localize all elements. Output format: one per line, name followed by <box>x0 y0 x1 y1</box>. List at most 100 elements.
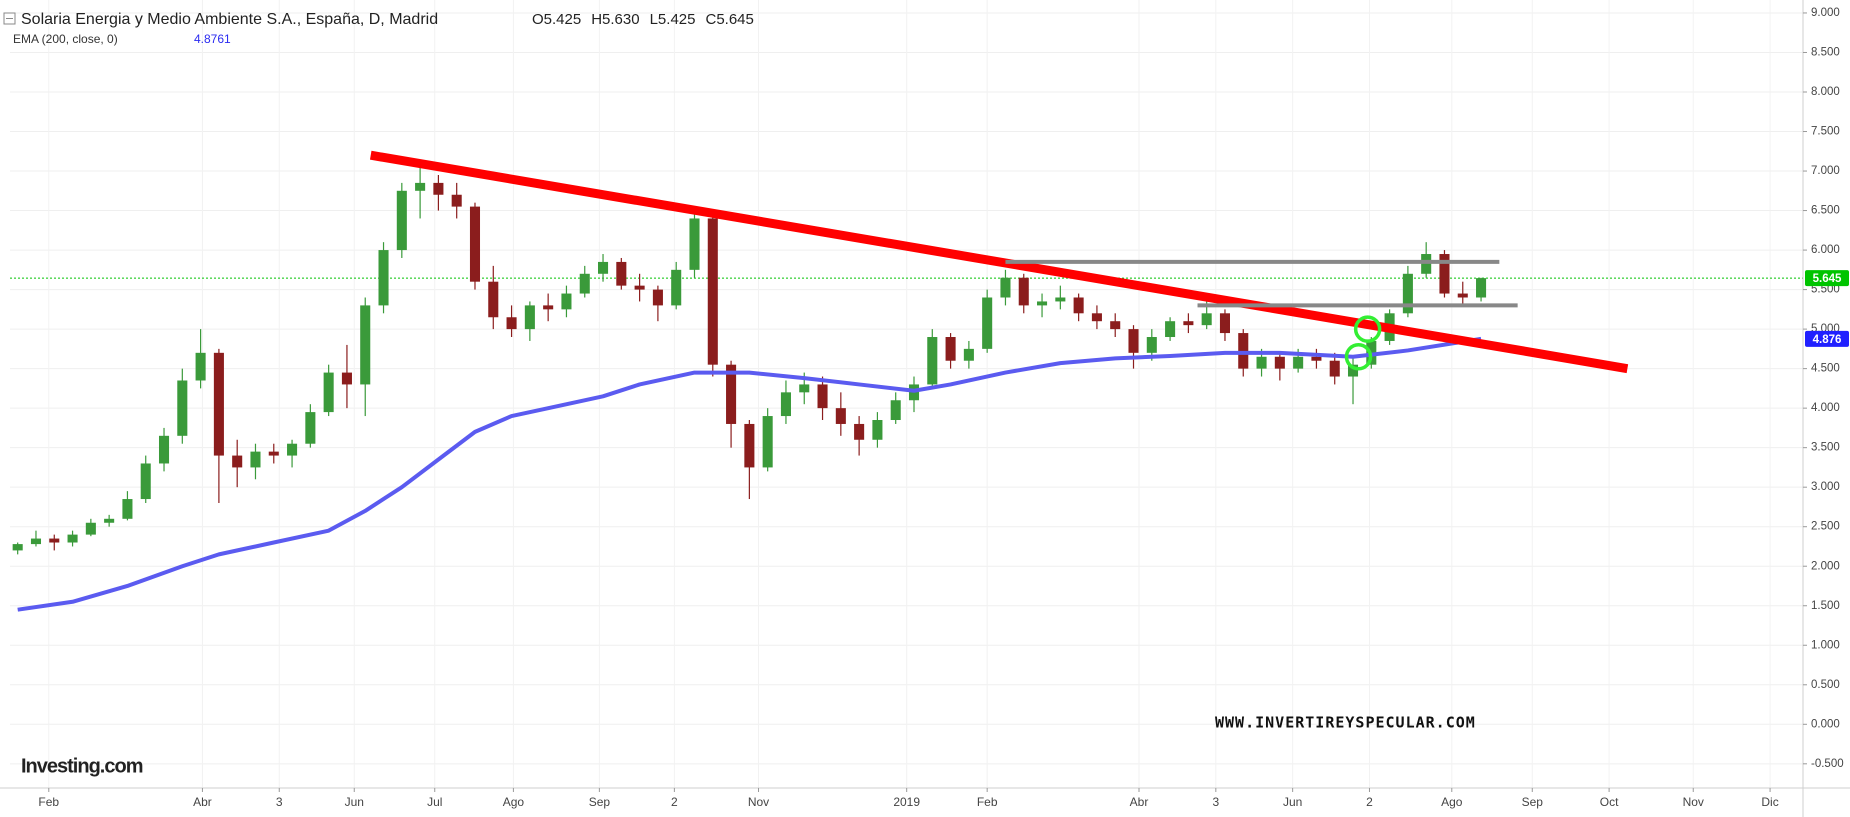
candle-body <box>634 285 645 290</box>
candle-body <box>195 352 206 381</box>
candle-body <box>30 538 42 545</box>
x-tick-label: 2019 <box>893 795 920 809</box>
ema-legend-value: 4.8761 <box>194 32 231 46</box>
x-tick-label: Abr <box>1130 795 1149 809</box>
ema-line <box>17 336 1482 612</box>
x-tick-label: Oct <box>1600 795 1619 809</box>
candle-body <box>268 451 279 456</box>
y-tick-label: 1.000 <box>1811 639 1840 651</box>
candle-body <box>963 348 974 361</box>
drawn-trendline <box>369 150 1629 374</box>
ema-legend: EMA (200, close, 0) <box>13 32 118 46</box>
candle-body <box>543 305 554 310</box>
candle-body <box>726 364 737 424</box>
candle-body <box>854 423 865 440</box>
x-tick-label: Nov <box>748 795 769 809</box>
y-tick-label: 7.500 <box>1811 126 1840 138</box>
candle-body <box>1402 273 1413 314</box>
candle-body <box>415 182 426 191</box>
y-tick-label: 0.500 <box>1811 679 1840 691</box>
last-price-badge: 5.645 <box>1813 273 1842 285</box>
candle-body <box>451 194 462 207</box>
candle-body <box>85 522 96 535</box>
y-tick-label: 3.500 <box>1811 442 1840 454</box>
x-tick-label: Feb <box>38 795 59 809</box>
ohlc-value: L5.425 <box>650 11 696 28</box>
candle-body <box>652 289 663 306</box>
ema-badge-bg <box>1805 330 1849 347</box>
candle-body <box>12 544 23 551</box>
candle-body <box>616 261 627 286</box>
x-tick-label: Feb <box>977 795 998 809</box>
candle-body <box>1329 360 1340 377</box>
plot <box>10 150 1803 612</box>
y-tick-label: 4.000 <box>1811 402 1840 414</box>
candle-body <box>689 218 700 270</box>
chart-title: Solaria Energia y Medio Ambiente S.A., E… <box>21 11 438 28</box>
x-tick-label: Nov <box>1683 795 1704 809</box>
candle-body <box>835 408 846 424</box>
candle-body <box>305 412 316 444</box>
ohlc-value: H5.630 <box>591 11 639 28</box>
candle-body <box>213 352 224 456</box>
collapse-icon[interactable] <box>3 12 16 25</box>
x-tick-label: Dic <box>1761 795 1778 809</box>
ohlc-value: C5.645 <box>705 11 753 28</box>
x-tick-label: Jun <box>1283 795 1302 809</box>
candle-body <box>49 538 60 543</box>
candle-body <box>817 384 828 409</box>
candle-body <box>1274 356 1285 369</box>
y-tick-label: 6.500 <box>1811 205 1840 217</box>
candle-body <box>341 372 352 385</box>
x-tick-label: Ago <box>1441 795 1463 809</box>
candle-body <box>1439 254 1450 294</box>
candle-body <box>1146 337 1157 353</box>
y-tick-label: 8.000 <box>1811 86 1840 98</box>
candle-body <box>1457 293 1468 298</box>
candle-body <box>1201 313 1212 326</box>
ema-badge: 4.876 <box>1813 334 1842 346</box>
ohlc-value: O5.425 <box>532 11 581 28</box>
x-tick-label: 2 <box>671 795 678 809</box>
x-tick-label: Abr <box>193 795 212 809</box>
candle-body <box>1256 356 1267 369</box>
candle-body <box>232 455 243 468</box>
x-tick-label: Jun <box>345 795 364 809</box>
candle-body <box>561 293 572 310</box>
candle-body <box>890 400 901 421</box>
candle-body <box>579 273 590 294</box>
candle-body <box>762 416 773 468</box>
ohlc-header: O5.425 H5.630 L5.425 C5.645 <box>532 11 754 28</box>
watermark: WWW.INVERTIREYSPECULAR.COM <box>1215 714 1476 732</box>
y-tick-label: 4.500 <box>1811 363 1840 375</box>
grid <box>10 0 1803 788</box>
highlight-circle <box>1353 315 1382 343</box>
last-price-badge-bg <box>1805 270 1849 287</box>
x-tick-label: Ago <box>503 795 525 809</box>
candle-body <box>1311 356 1322 361</box>
candle-body <box>707 218 718 365</box>
candle-body <box>982 297 993 349</box>
candle-body <box>378 250 389 306</box>
candle-body <box>122 499 133 519</box>
candle-body <box>1000 277 1011 298</box>
candle-body <box>598 261 609 274</box>
candle-body <box>1037 301 1048 306</box>
x-tick-label: 3 <box>276 795 283 809</box>
x-tick-label: 2 <box>1366 795 1373 809</box>
candle-body <box>1073 297 1084 314</box>
candle-body <box>360 305 371 385</box>
candle-body <box>1347 364 1359 377</box>
candle-body <box>671 269 682 306</box>
candle-body <box>1018 277 1029 306</box>
y-tick-label: 5.500 <box>1811 284 1840 296</box>
candle-body <box>927 337 938 385</box>
candle-body <box>506 317 517 330</box>
candle-body <box>433 182 444 195</box>
x-tick-label: Sep <box>1522 795 1544 809</box>
candle-body <box>250 451 261 468</box>
candle-body <box>177 380 188 436</box>
y-tick-label: 2.500 <box>1811 521 1840 533</box>
candle-body <box>1091 313 1102 322</box>
